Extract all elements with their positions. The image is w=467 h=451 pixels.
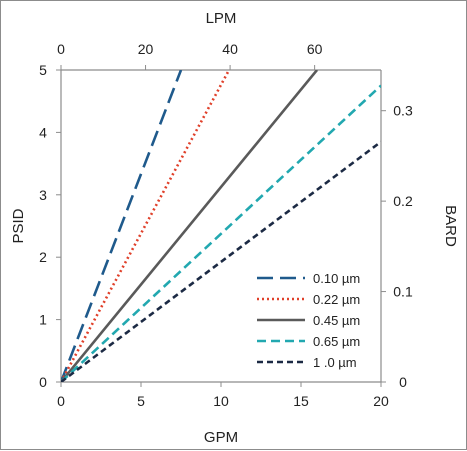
y-axis-title-right: BARD xyxy=(442,205,459,247)
y-tick-label-left: 4 xyxy=(39,124,47,140)
legend-label: 0.45 µm xyxy=(313,313,360,328)
legend: 0.10 µm 0.22 µm 0.45 µm 0.65 µm 1 .0 µm xyxy=(257,271,360,370)
x-tick-label-top: 0 xyxy=(57,41,65,57)
x-axis-title-bottom: GPM xyxy=(204,429,238,446)
legend-label: 0.65 µm xyxy=(313,334,360,349)
x-tick-label-top: 60 xyxy=(307,41,323,57)
series-line xyxy=(61,70,183,382)
x-tick-label-top: 20 xyxy=(138,41,154,57)
x-tick-label-top: 40 xyxy=(222,41,238,57)
series-line xyxy=(61,70,319,382)
y-tick-label-right: 0.3 xyxy=(393,103,413,119)
legend-label: 0.10 µm xyxy=(313,271,360,286)
y-tick-label-left: 5 xyxy=(39,62,47,78)
y-tick-label-left: 1 xyxy=(39,312,47,328)
legend-label: 0.22 µm xyxy=(313,292,360,307)
y-tick-label-right: 0 xyxy=(399,374,407,390)
x-tick-label-bottom: 10 xyxy=(213,393,229,409)
series-layer xyxy=(61,70,381,382)
x-tick-label-bottom: 5 xyxy=(137,393,145,409)
series-line xyxy=(61,70,231,382)
x-tick-label-bottom: 0 xyxy=(57,393,65,409)
x-tick-label-bottom: 15 xyxy=(293,393,309,409)
y-tick-label-left: 3 xyxy=(39,187,47,203)
series-line xyxy=(61,140,381,382)
series-line xyxy=(61,84,381,382)
y-tick-label-left: 2 xyxy=(39,249,47,265)
x-axis-title-top: LPM xyxy=(206,10,237,27)
y-tick-label-right: 0.1 xyxy=(393,284,413,300)
y-axis-title-left: PSID xyxy=(10,208,27,243)
legend-label: 1 .0 µm xyxy=(313,355,357,370)
x-tick-label-bottom: 20 xyxy=(373,393,389,409)
y-tick-label-left: 0 xyxy=(39,374,47,390)
y-tick-label-right: 0.2 xyxy=(393,193,413,209)
